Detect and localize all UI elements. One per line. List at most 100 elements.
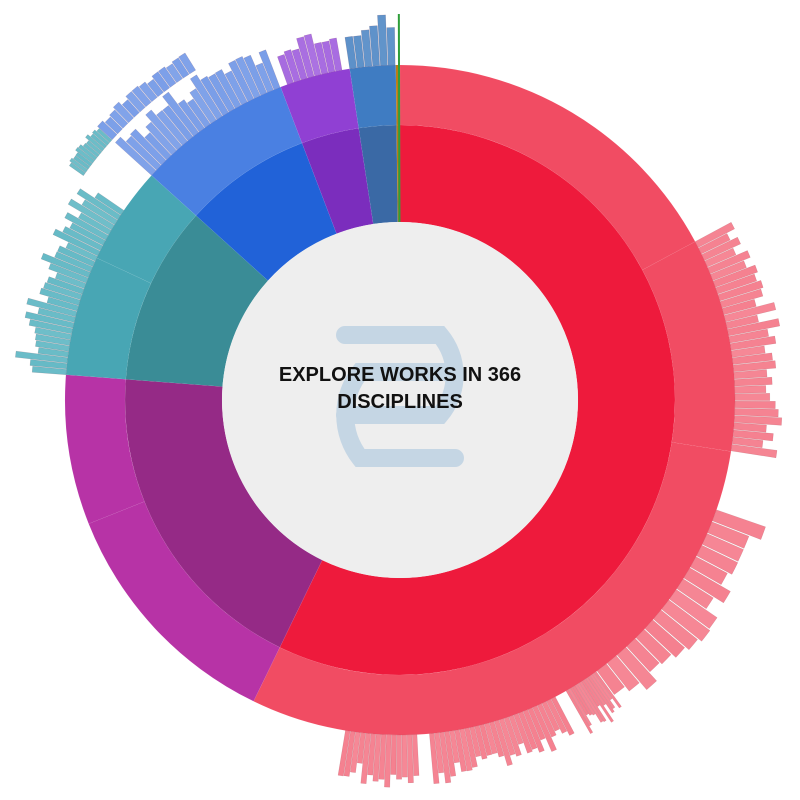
discipline-steel-leaf-1-6[interactable] — [386, 27, 396, 66]
discipline-red-leaf-1-11[interactable] — [722, 299, 757, 316]
discipline-red-leaf-4-9[interactable] — [513, 713, 533, 754]
center-circle[interactable] — [222, 222, 578, 578]
discipline-red-leaf-1-21[interactable] — [734, 376, 773, 387]
discipline-red-leaf-1-28[interactable] — [732, 429, 774, 442]
discipline-red-leaf-4-3[interactable] — [541, 701, 560, 732]
discipline-red-leaf-2-6[interactable] — [683, 567, 731, 604]
discipline-teal-leaf-1-18[interactable] — [40, 252, 91, 278]
discipline-red-leaf-1-7[interactable] — [712, 264, 758, 288]
discipline-red-leaf-2-9[interactable] — [661, 599, 711, 642]
discipline-purple-leaf-1-5[interactable] — [303, 33, 322, 77]
discipline-teal-leaf-1-15[interactable] — [46, 276, 85, 295]
discipline-blue-leaf-2-13[interactable] — [171, 57, 190, 79]
discipline-blue-leaf-1-16[interactable] — [214, 69, 242, 109]
discipline-red-leaf-3-6[interactable] — [583, 678, 614, 723]
discipline-purple-leaf-1-2[interactable] — [283, 49, 301, 83]
discipline-blue-leaf-1-20[interactable] — [243, 54, 268, 96]
discipline-red-leaf-1-4[interactable] — [704, 247, 737, 268]
discipline-blue-leaf-2-8[interactable] — [138, 81, 158, 103]
discipline-blue-leaf-2-12[interactable] — [165, 63, 183, 84]
discipline-red-leaf-4-2[interactable] — [546, 698, 568, 734]
discipline-red-leaf-5-10[interactable] — [360, 733, 371, 784]
discipline-blue-leaf-2-1[interactable] — [97, 120, 118, 141]
discipline-red-leaf-1-13[interactable] — [725, 314, 759, 330]
discipline-red-leaf-2-13[interactable] — [626, 638, 660, 673]
discipline-blue-leaf-1-22[interactable] — [258, 49, 281, 90]
discipline-blue-leaf-1-1[interactable] — [115, 136, 157, 176]
discipline-red-leaf-1-14[interactable] — [727, 318, 781, 337]
discipline-red-leaf-4-15[interactable] — [484, 722, 498, 755]
discipline-red-leaf-1-8[interactable] — [715, 273, 757, 295]
discipline-teal-leaf-1-3[interactable] — [15, 350, 68, 364]
discipline-teal-leaf-2-9[interactable] — [85, 134, 105, 152]
discipline-red-leaf-4-5[interactable] — [532, 705, 557, 752]
discipline-red-leaf-1-10[interactable] — [719, 288, 764, 309]
discipline-red-leaf-4-25[interactable] — [434, 732, 445, 774]
discipline-blue-leaf-1-6[interactable] — [145, 109, 183, 151]
discipline-red-leaf-4-6[interactable] — [527, 707, 546, 741]
discipline-teal-leaf-1-10[interactable] — [37, 307, 76, 323]
discipline-blue-leaf-1-12[interactable] — [189, 88, 217, 124]
discipline-red-leaf-5-13[interactable] — [343, 731, 356, 777]
discipline-blue-leaf-2-6[interactable] — [125, 91, 146, 113]
discipline-blue-leaf-2-10[interactable] — [151, 71, 170, 93]
discipline-blue-leaf-1-21[interactable] — [255, 62, 274, 93]
discipline-red-sub-3[interactable] — [253, 442, 732, 736]
discipline-steel-sub-1[interactable] — [349, 64, 397, 129]
discipline-steel-leaf-1-3[interactable] — [360, 29, 373, 68]
discipline-blue-leaf-1-8[interactable] — [162, 105, 194, 141]
discipline-red-leaf-2-5[interactable] — [690, 556, 728, 585]
discipline-purple-leaf-1-6[interactable] — [314, 42, 329, 75]
discipline-blue-leaf-2-2[interactable] — [104, 116, 123, 135]
discipline-red-leaf-2-15[interactable] — [607, 655, 640, 692]
discipline-red-leaf-1-23[interactable] — [734, 393, 771, 401]
discipline-red-leaf-3-5[interactable] — [585, 677, 607, 706]
discipline-red-leaf-2-12[interactable] — [635, 629, 672, 665]
discipline-red-leaf-2-7[interactable] — [676, 578, 714, 609]
discipline-red-leaf-1-9[interactable] — [717, 280, 764, 302]
discipline-blue-leaf-1-4[interactable] — [144, 132, 172, 161]
discipline-red-leaf-3-12[interactable] — [570, 686, 589, 716]
discipline-blue-leaf-1-15[interactable] — [208, 73, 235, 113]
discipline-teal-leaf-1-4[interactable] — [37, 347, 69, 358]
discipline-red-leaf-3-2[interactable] — [591, 672, 613, 701]
discipline-blue-leaf-1-17[interactable] — [224, 70, 248, 106]
discipline-red-leaf-5-11[interactable] — [356, 732, 366, 764]
discipline-blue-leaf-2-3[interactable] — [109, 109, 129, 129]
discipline-red-leaf-1-5[interactable] — [707, 250, 751, 274]
discipline-teal-leaf-1-20[interactable] — [57, 245, 96, 267]
discipline-blue-leaf-2-11[interactable] — [158, 66, 177, 88]
discipline-red-leaf-4-7[interactable] — [523, 709, 545, 753]
discipline-red-leaf-4-13[interactable] — [494, 719, 513, 767]
discipline-red-leaf-2-14[interactable] — [616, 647, 657, 690]
discipline-teal-leaf-1-1[interactable] — [31, 366, 67, 375]
discipline-red-leaf-4-4[interactable] — [537, 703, 557, 738]
discipline-blue-leaf-1-18[interactable] — [228, 59, 254, 102]
discipline-blue-leaf-2-14[interactable] — [178, 52, 196, 75]
discipline-red-leaf-3-3[interactable] — [589, 674, 616, 710]
discipline-teal-leaf-2-7[interactable] — [82, 142, 100, 158]
discipline-teal-leaf-1-21[interactable] — [65, 242, 98, 262]
discipline-blue-leaf-1-19[interactable] — [235, 56, 261, 99]
discipline-red-leaf-4-20[interactable] — [459, 728, 473, 772]
discipline-teal-leaf-1-5[interactable] — [35, 340, 70, 352]
discipline-red-leaf-4-22[interactable] — [449, 730, 460, 764]
discipline-teal-leaf-1-16[interactable] — [55, 272, 87, 289]
discipline-teal-leaf-1-8[interactable] — [28, 319, 73, 335]
discipline-red-leaf-4-24[interactable] — [439, 731, 452, 784]
discipline-red-leaf-4-12[interactable] — [499, 718, 516, 756]
discipline-red-leaf-4-21[interactable] — [454, 729, 467, 772]
discipline-teal-leaf-1-24[interactable] — [69, 222, 106, 246]
discipline-red-leaf-1-12[interactable] — [723, 302, 777, 323]
discipline-red-leaf-4-8[interactable] — [518, 711, 538, 750]
discipline-teal-leaf-1-2[interactable] — [29, 359, 68, 370]
discipline-blue-leaf-1-3[interactable] — [129, 128, 167, 166]
discipline-blue-leaf-1-2[interactable] — [125, 135, 162, 171]
discipline-red-leaf-1-27[interactable] — [733, 422, 767, 433]
discipline-red-leaf-1-20[interactable] — [733, 369, 768, 380]
discipline-red-leaf-1-19[interactable] — [732, 360, 777, 372]
discipline-red-leaf-4-16[interactable] — [479, 724, 493, 756]
discipline-red-leaf-3-7[interactable] — [581, 680, 601, 707]
discipline-red-leaf-3-8[interactable] — [579, 681, 607, 723]
discipline-blue-leaf-2-9[interactable] — [147, 78, 164, 98]
